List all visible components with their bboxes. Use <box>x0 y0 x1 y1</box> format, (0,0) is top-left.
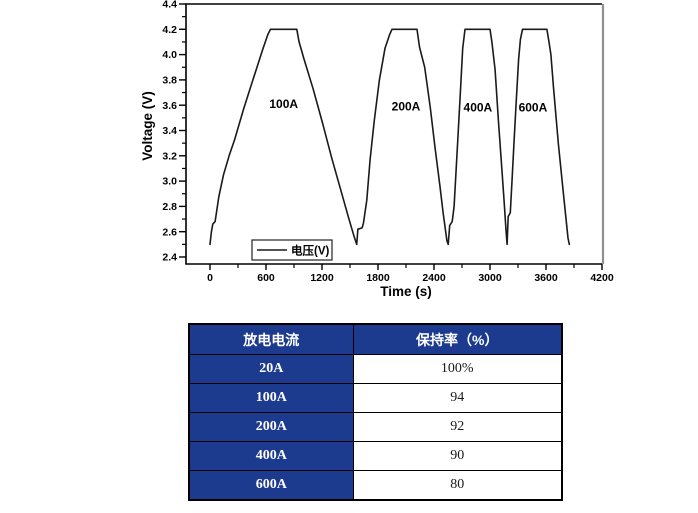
current-annotation: 200A <box>392 99 421 113</box>
table-row: 100A 94 <box>188 383 563 413</box>
x-tick-label: 1800 <box>366 272 390 284</box>
retention-cell: 92 <box>352 412 563 442</box>
y-tick-label: 3.6 <box>162 100 177 112</box>
voltage-time-chart: 2.4 2.6 2.8 3.0 3.2 3.4 3.6 3.8 4.0 4.2 4.4 0 600 120… <box>140 0 614 299</box>
table-body: 20A 100% 100A 94 200A 92 400A 90 600A 80 <box>188 354 563 501</box>
x-tick-label: 3600 <box>534 272 558 284</box>
table-row: 200A 92 <box>188 412 563 442</box>
retention-rate-header: 保持率（%） <box>352 323 563 355</box>
y-tick-label: 3.0 <box>162 176 177 188</box>
y-tick-label: 3.4 <box>162 125 177 137</box>
x-axis-title: Time (s) <box>380 284 432 299</box>
current-cell: 400A <box>188 441 354 471</box>
table-row: 600A 80 <box>188 470 563 501</box>
table-header-row: 放电电流 保持率（%） <box>188 323 563 355</box>
x-tick-label: 2400 <box>422 272 446 284</box>
y-tick-label: 4.4 <box>162 0 177 11</box>
y-tick-label: 3.8 <box>162 75 177 87</box>
retention-cell: 90 <box>352 441 563 471</box>
discharge-current-header: 放电电流 <box>188 323 354 355</box>
plot-frame <box>185 3 602 265</box>
y-tick-label: 2.6 <box>162 226 177 238</box>
table-row: 20A 100% <box>188 354 563 384</box>
retention-cell: 80 <box>352 470 563 501</box>
retention-cell: 100% <box>352 354 563 384</box>
y-tick-label: 3.2 <box>162 150 177 162</box>
y-tick-label: 4.0 <box>162 49 177 61</box>
x-tick-label: 4200 <box>590 272 614 284</box>
legend-label: 电压(V) <box>291 244 329 258</box>
legend-box <box>251 239 333 261</box>
x-tick-label: 1200 <box>310 272 334 284</box>
y-tick-label: 2.4 <box>162 252 177 264</box>
table-row: 400A 90 <box>188 441 563 471</box>
retention-cell: 94 <box>352 383 563 413</box>
y-tick-label: 2.8 <box>162 201 177 213</box>
current-cell: 20A <box>188 354 354 384</box>
current-cell: 600A <box>188 470 354 501</box>
y-tick-label: 4.2 <box>162 24 177 36</box>
retention-table: 放电电流 保持率（%） 20A 100% 100A 94 200A 92 400A 90 600A… <box>188 323 563 501</box>
current-cell: 200A <box>188 412 354 442</box>
current-annotation: 400A <box>464 101 493 115</box>
x-tick-label: 3000 <box>478 272 502 284</box>
x-tick-label: 0 <box>207 272 213 284</box>
current-cell: 100A <box>188 383 354 413</box>
current-annotation: 600A <box>519 101 548 115</box>
voltage-curve <box>209 28 571 246</box>
y-axis-title: Voltage (V) <box>140 91 155 161</box>
x-tick-label: 600 <box>257 272 275 284</box>
current-annotation: 100A <box>269 97 298 111</box>
